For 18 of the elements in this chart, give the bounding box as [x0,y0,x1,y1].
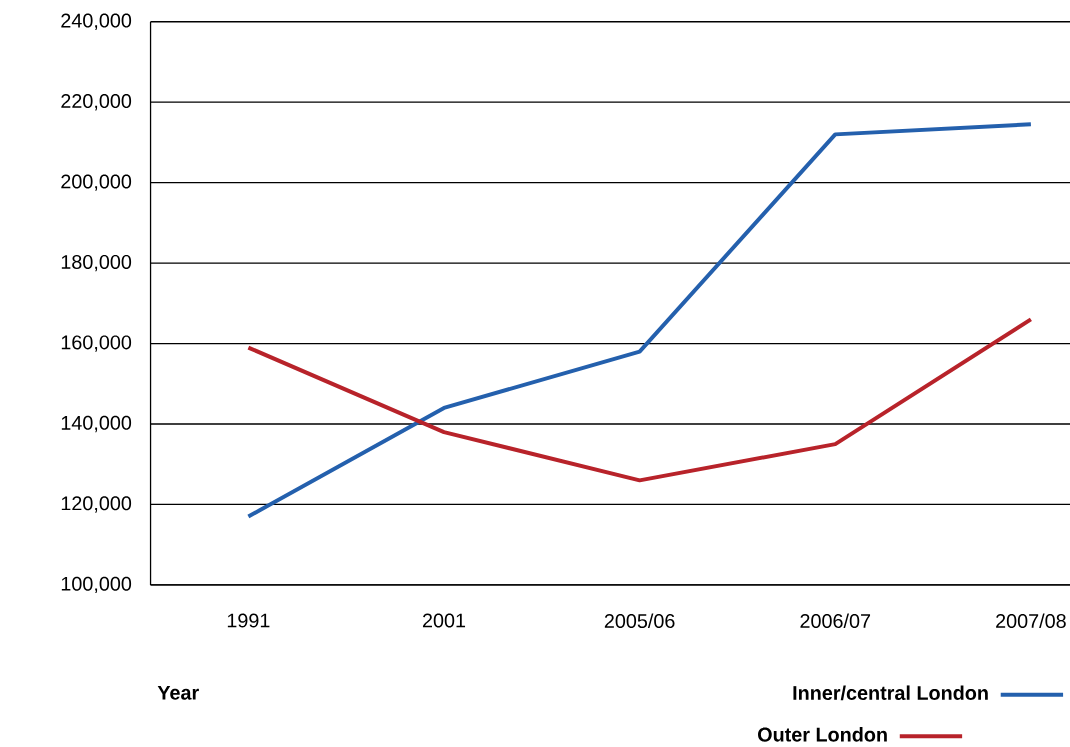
x-tick-label: 1991 [227,613,270,628]
line-series [246,317,1033,483]
y-tick-label: 180,000 [61,254,132,272]
y-tick-label: 220,000 [61,93,132,111]
x-tick-label: 2006/07 [800,613,871,628]
y-tick-label: 240,000 [61,13,132,30]
x-tick-label: 2007/08 [996,613,1066,628]
x-tick-label: 2005/06 [604,613,675,628]
x-axis-title: Year [157,685,199,700]
y-tick-label: 140,000 [61,415,132,433]
legend-label: Outer London [758,726,887,742]
y-tick-label: 200,000 [61,174,132,191]
x-tick-label: 2001 [422,613,466,628]
legend-label: Inner/central London [793,685,988,701]
line-series [246,122,1033,519]
y-tick-label: 160,000 [61,335,132,352]
y-tick-label: 120,000 [61,496,132,513]
y-tick-label: 100,000 [61,576,132,593]
